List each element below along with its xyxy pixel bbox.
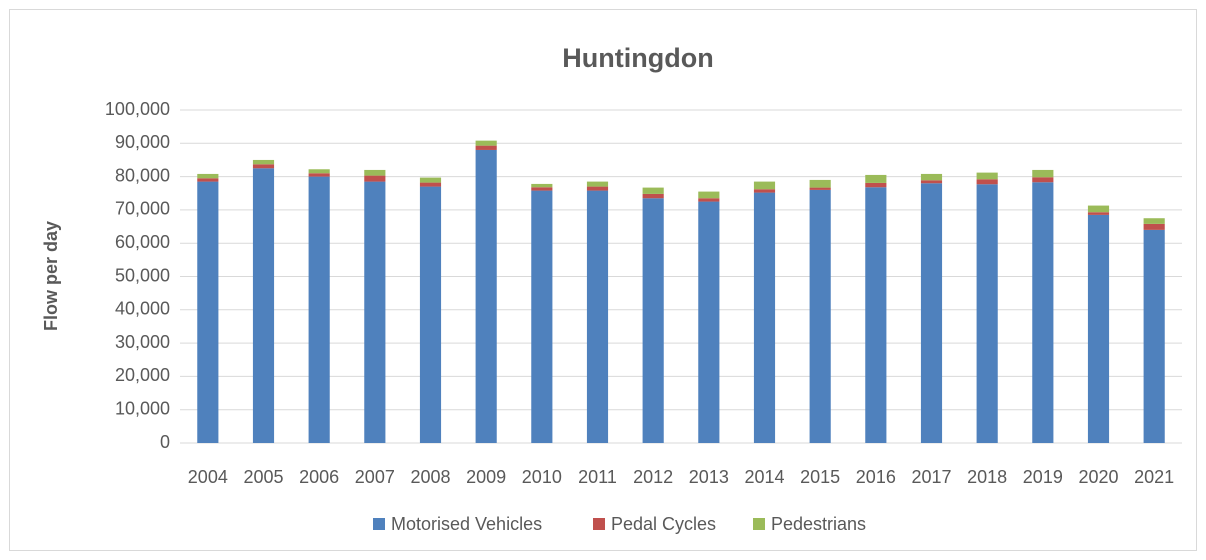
bar-segment (753, 181, 776, 190)
bar-segment (1143, 229, 1165, 443)
bar-segment (586, 190, 609, 443)
bar-segment (252, 159, 275, 165)
bar-segment (920, 183, 943, 443)
bar-segment (920, 173, 943, 181)
x-tick-label: 2008 (410, 467, 450, 487)
bar-segment (475, 149, 497, 443)
bar-segment (809, 179, 831, 188)
legend-label: Pedestrians (771, 514, 866, 534)
bar-segment (809, 189, 831, 443)
x-tick-label: 2010 (522, 467, 562, 487)
x-tick-label: 2004 (188, 467, 228, 487)
bar-segment (1087, 205, 1110, 213)
bar-segment (698, 191, 720, 199)
bar-segment (1032, 182, 1054, 444)
y-tick-label: 0 (160, 432, 170, 452)
x-tick-label: 2009 (466, 467, 506, 487)
x-tick-label: 2011 (578, 467, 617, 487)
x-tick-label: 2006 (299, 467, 339, 487)
bar-segment (475, 145, 497, 150)
bar-segment (586, 181, 609, 187)
bar-segment (1032, 169, 1054, 178)
x-tick-label: 2019 (1023, 467, 1063, 487)
bar-segment (920, 180, 943, 184)
bar-segment (308, 173, 330, 177)
x-tick-label: 2007 (355, 467, 395, 487)
bar-segment (1087, 212, 1110, 215)
x-tick-label: 2005 (243, 467, 283, 487)
bar-segment (531, 190, 553, 443)
bar-segment (976, 172, 998, 180)
bar-segment (642, 187, 664, 194)
bar-segment (475, 140, 497, 146)
legend-swatch (373, 518, 385, 530)
bar-segment (865, 187, 887, 443)
bar-segment (753, 189, 776, 193)
y-tick-label: 70,000 (115, 199, 170, 219)
bar-segment (531, 187, 553, 191)
bar-segment (1087, 214, 1110, 443)
y-tick-label: 20,000 (115, 365, 170, 385)
y-tick-label: 90,000 (115, 132, 170, 152)
x-tick-label: 2021 (1134, 467, 1174, 487)
bar-segment (976, 179, 998, 185)
bar-segment (753, 192, 776, 443)
bar-segment (865, 174, 887, 183)
x-tick-label: 2018 (967, 467, 1007, 487)
bar-segment (698, 201, 720, 443)
bar-segment (252, 168, 275, 443)
bar-segment (809, 187, 831, 190)
bar-segment (364, 175, 386, 182)
bar-segment (642, 198, 664, 443)
bar-segment (308, 169, 330, 174)
bar-segment (308, 176, 330, 443)
legend-label: Motorised Vehicles (391, 514, 542, 534)
chart-title: Huntingdon (562, 43, 713, 73)
bar-segment (419, 186, 442, 443)
x-tick-label: 2014 (744, 467, 784, 487)
bar-segment (364, 181, 386, 443)
legend-label: Pedal Cycles (611, 514, 716, 534)
bar-segment (1143, 223, 1165, 230)
y-axis-label: Flow per day (41, 221, 61, 331)
bar-segment (698, 198, 720, 202)
y-tick-label: 100,000 (105, 99, 170, 119)
y-tick-label: 60,000 (115, 232, 170, 252)
y-tick-label: 80,000 (115, 165, 170, 185)
bar-segment (531, 183, 553, 188)
bar-segment (197, 181, 219, 443)
bar-segment (197, 173, 219, 179)
x-tick-label: 2017 (911, 467, 951, 487)
y-tick-label: 30,000 (115, 332, 170, 352)
x-tick-label: 2013 (689, 467, 729, 487)
bar-segment (1032, 177, 1054, 183)
bar-segment (252, 164, 275, 169)
bar-segment (1143, 218, 1165, 224)
bar-segment (586, 186, 609, 191)
bar-segment (865, 182, 887, 188)
x-tick-label: 2012 (633, 467, 673, 487)
x-tick-label: 2015 (800, 467, 840, 487)
x-tick-label: 2016 (856, 467, 896, 487)
bar-segment (419, 182, 442, 187)
legend-swatch (593, 518, 605, 530)
bar-segment (197, 178, 219, 182)
x-tick-label: 2020 (1078, 467, 1118, 487)
bar-segment (419, 177, 442, 183)
bar-segment (642, 193, 664, 199)
legend-swatch (753, 518, 765, 530)
bar-segment (364, 169, 386, 176)
y-tick-label: 10,000 (115, 398, 170, 418)
y-tick-label: 40,000 (115, 299, 170, 319)
y-tick-label: 50,000 (115, 265, 170, 285)
bar-segment (976, 184, 998, 443)
